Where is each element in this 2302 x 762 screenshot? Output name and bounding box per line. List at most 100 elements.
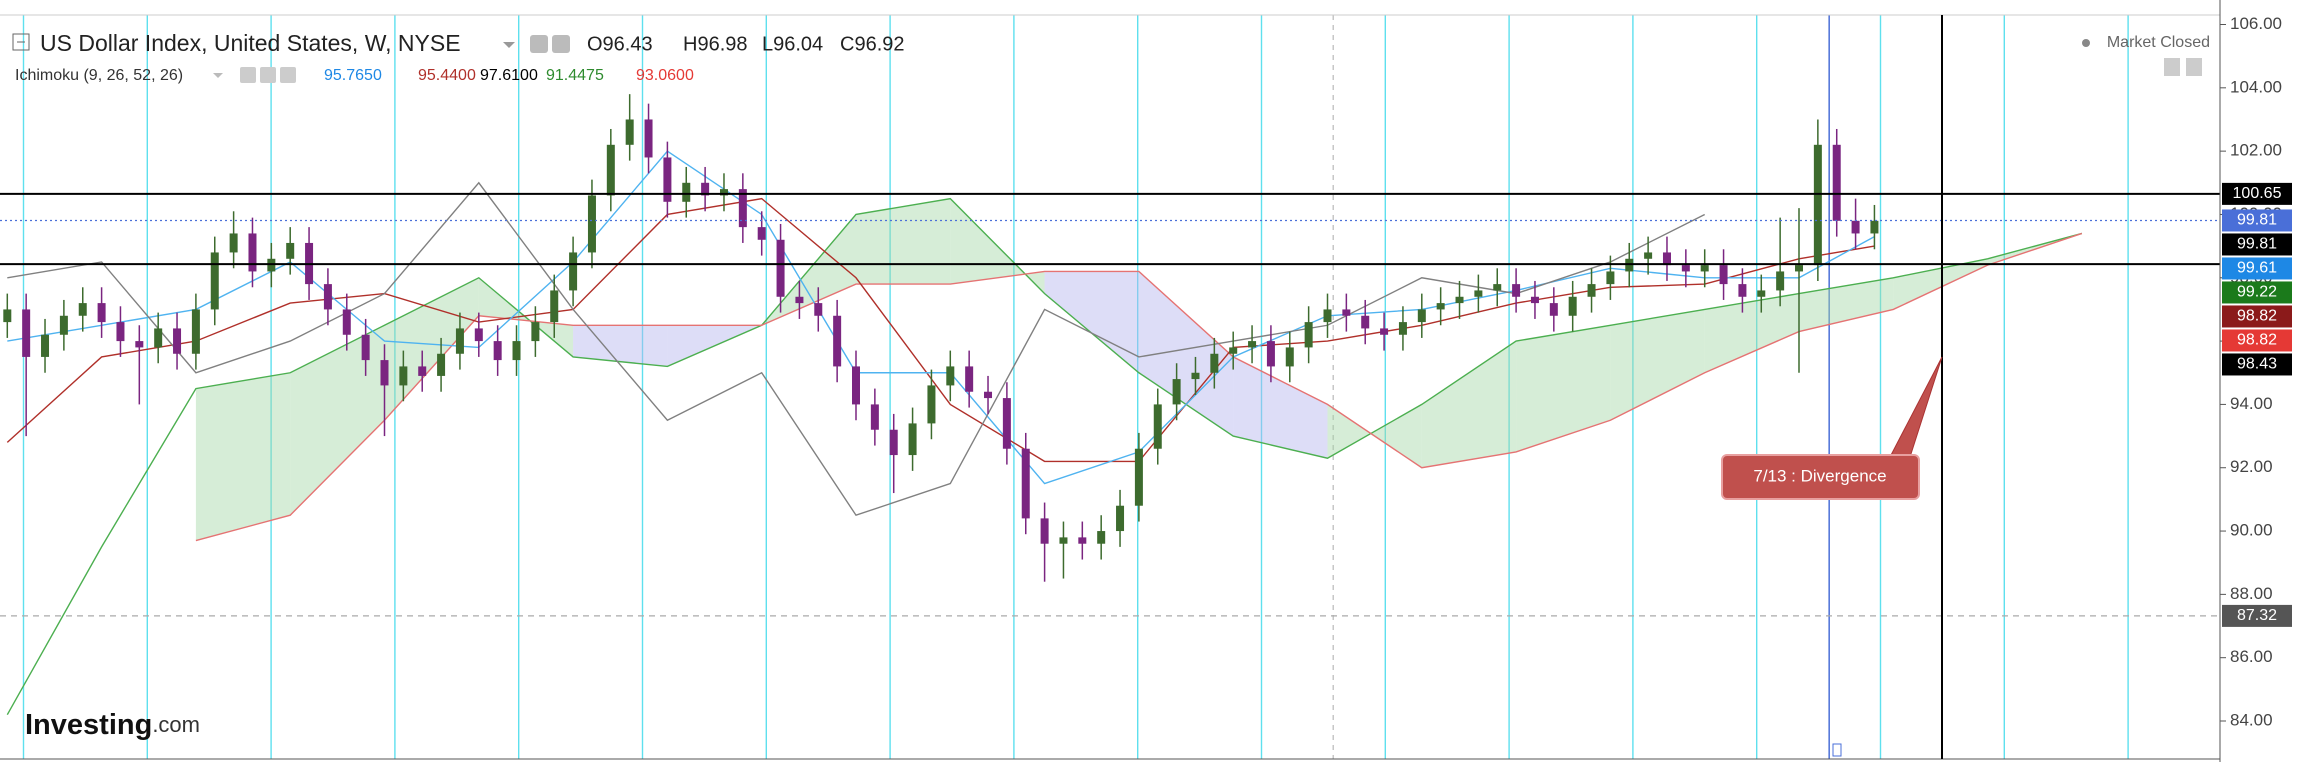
- candle-body: [1361, 315, 1370, 329]
- candle-body: [1285, 347, 1294, 367]
- candle-body: [1191, 372, 1200, 380]
- indicator-value: 97.6100: [480, 67, 538, 84]
- candle-body: [1644, 252, 1653, 259]
- indicator-value: 91.4475: [546, 67, 604, 84]
- candle-body: [1832, 144, 1841, 221]
- candle-body: [1606, 271, 1615, 285]
- cloud: [1893, 258, 1988, 310]
- candle-body: [1851, 220, 1860, 234]
- candle-body: [1719, 265, 1728, 285]
- cloud: [1799, 277, 1894, 332]
- dropdown[interactable]: [503, 42, 515, 48]
- ohlc-value: C96.92: [840, 33, 905, 55]
- y-tick-label: 86.00: [2230, 647, 2273, 666]
- candle-body: [569, 252, 578, 291]
- candle-body: [3, 309, 12, 323]
- candle-body: [323, 284, 332, 310]
- candle-body: [1436, 303, 1445, 310]
- candle-body: [173, 328, 182, 354]
- candle-body: [852, 366, 860, 405]
- cloud: [1138, 271, 1234, 437]
- candle-body: [1757, 290, 1766, 297]
- candle-body: [757, 227, 766, 240]
- candle-body: [776, 239, 785, 297]
- candle-body: [1813, 144, 1822, 266]
- candle-body: [229, 233, 238, 253]
- plot: [0, 94, 2220, 716]
- cloud: [1233, 356, 1328, 459]
- indicator-value: 95.4400: [418, 67, 476, 84]
- price-tag-label: 99.81: [2237, 212, 2277, 229]
- cloud: [1044, 271, 1139, 373]
- marker: [1832, 743, 1842, 757]
- candle-body: [1002, 398, 1011, 449]
- candle-body: [550, 290, 559, 323]
- candle-body: [1229, 347, 1238, 354]
- candle-body: [719, 189, 728, 196]
- price-tag: [2222, 281, 2292, 304]
- candle-body: [870, 404, 879, 430]
- candle-body: [908, 423, 917, 456]
- candle-body: [286, 242, 295, 259]
- candle-body: [154, 328, 163, 348]
- candle-body: [1323, 309, 1332, 323]
- candle-body: [361, 334, 370, 361]
- candle-body: [1455, 296, 1464, 304]
- scroll-icon[interactable]: [2164, 58, 2180, 76]
- collapse-icon[interactable]: [12, 33, 30, 51]
- candle-body: [1417, 309, 1426, 323]
- candle-body: [1266, 341, 1275, 367]
- grid: [22, 15, 2129, 759]
- candle-body: [833, 315, 842, 367]
- indicator-remove[interactable]: [280, 67, 296, 83]
- indicator-line: [7, 181, 1706, 517]
- y-tick-label: 90.00: [2230, 521, 2273, 540]
- callout: [1721, 454, 1920, 500]
- candle-body: [380, 360, 389, 386]
- candle-body: [399, 366, 408, 386]
- chart-title: US Dollar Index, United States, W, NYSE: [40, 30, 461, 56]
- indicator-settings[interactable]: [240, 67, 256, 83]
- candle-body: [1210, 353, 1219, 373]
- y-tick-label: 84.00: [2230, 710, 2273, 729]
- cloud: [290, 325, 385, 516]
- candle-body: [418, 366, 427, 376]
- settings-icon[interactable]: [530, 35, 548, 53]
- candle-body: [1512, 284, 1521, 297]
- candle-body: [135, 341, 144, 348]
- candle-body: [1398, 322, 1407, 335]
- candle-body: [342, 309, 351, 335]
- candle-body: [1474, 290, 1483, 297]
- y-tick-label: 102.00: [2230, 141, 2282, 160]
- candle-body: [1380, 328, 1389, 335]
- indicator-format[interactable]: [260, 67, 276, 83]
- candle-body: [1342, 309, 1351, 316]
- ohlc-value: H96.98: [683, 33, 748, 55]
- format-icon[interactable]: [552, 35, 570, 53]
- scroll-icon[interactable]: [2186, 58, 2202, 76]
- candle-body: [1078, 537, 1087, 544]
- indicator-values: 95.7650 95.4400 97.6100 91.4475 93.0600: [324, 67, 694, 84]
- dropdown[interactable]: [213, 73, 223, 78]
- candle-body: [1549, 303, 1558, 316]
- price-tag: [2222, 353, 2292, 376]
- candle-body: [625, 119, 634, 145]
- candle-body: [927, 385, 936, 424]
- candle-body: [1530, 296, 1539, 304]
- candle-body: [1776, 271, 1785, 291]
- candle-body: [437, 353, 446, 376]
- candle-body: [59, 315, 68, 335]
- price-tag: [2222, 604, 2292, 627]
- candle-body: [22, 309, 31, 357]
- candle-body: [531, 322, 540, 342]
- candle-body: [1059, 537, 1068, 544]
- annotation-text: 7/13 : Divergence: [1753, 466, 1886, 485]
- price-tag-label: 87.32: [2237, 607, 2277, 624]
- indicator-line: [6, 197, 1875, 463]
- candle-body: [1040, 518, 1049, 544]
- candle-body: [965, 366, 974, 392]
- price-tag: [2222, 182, 2292, 205]
- candle-body: [738, 189, 747, 228]
- candle-body: [1248, 341, 1257, 348]
